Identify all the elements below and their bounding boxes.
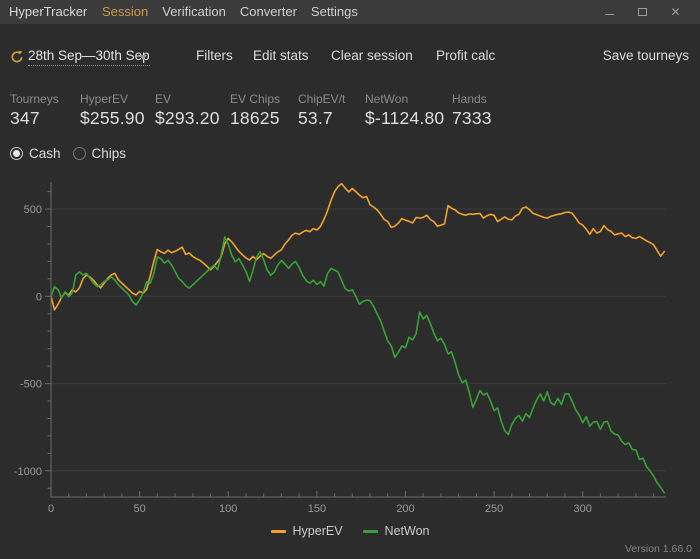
netwon-swatch-icon xyxy=(362,529,378,533)
legend-label: NetWon xyxy=(384,524,430,538)
main-menu: Session Verification Converter Settings xyxy=(102,0,358,24)
stat-hands: Hands 7333 xyxy=(452,92,492,129)
stat-value: 18625 xyxy=(230,108,280,128)
stat-ev-chips: EV Chips 18625 xyxy=(230,92,280,129)
radio-unselected-icon xyxy=(72,147,86,160)
stat-label: EV xyxy=(155,92,172,106)
y-tick-label: 0 xyxy=(36,291,42,303)
radio-chips-label: Chips xyxy=(91,146,127,161)
refresh-button[interactable] xyxy=(10,50,24,64)
x-tick-label: 0 xyxy=(48,503,54,515)
x-tick-label: 250 xyxy=(485,503,503,515)
radio-selected-icon xyxy=(10,147,23,160)
radio-cash-label: Cash xyxy=(29,146,61,161)
date-range-selector[interactable]: 28th Sep—30th Sep xyxy=(28,48,150,66)
x-tick-label: 50 xyxy=(133,503,145,515)
save-tourneys-button[interactable]: Save tourneys xyxy=(602,48,689,63)
legend-item-hyperev: HyperEV xyxy=(270,524,343,538)
stats-bar: Tourneys 347 HyperEV $255.90 EV $293.20 … xyxy=(0,92,700,132)
stat-value: 53.7 xyxy=(298,108,333,128)
tab-session[interactable]: Session xyxy=(102,4,149,19)
stat-value: 7333 xyxy=(452,108,492,128)
chart-legend: HyperEV NetWon xyxy=(0,524,700,538)
profit-calc-button[interactable]: Profit calc xyxy=(436,48,496,63)
stat-label: Hands xyxy=(452,92,487,106)
radio-cash[interactable]: Cash xyxy=(10,146,61,161)
tab-settings[interactable]: Settings xyxy=(310,4,358,19)
stat-label: NetWon xyxy=(365,92,409,106)
x-tick-label: 100 xyxy=(219,503,237,515)
close-button[interactable]: ✕ xyxy=(659,0,692,24)
stat-value: $255.90 xyxy=(80,108,145,128)
titlebar: HyperTracker Session Verification Conver… xyxy=(0,0,700,24)
view-toggle: Cash Chips xyxy=(10,146,126,161)
stat-hyperev: HyperEV $255.90 xyxy=(80,92,145,129)
legend-label: HyperEV xyxy=(292,524,343,538)
radio-dot xyxy=(13,150,20,157)
hyperev-swatch-icon xyxy=(270,529,286,533)
maximize-button[interactable] xyxy=(626,0,659,24)
stat-label: HyperEV xyxy=(80,92,129,106)
series-line-netwon xyxy=(50,236,666,494)
legend-item-netwon: NetWon xyxy=(362,524,430,538)
y-tick-label: 500 xyxy=(24,204,42,216)
edit-stats-button[interactable]: Edit stats xyxy=(253,48,309,63)
series-line-hyperev xyxy=(50,182,666,311)
version-label: Version 1.66.0 xyxy=(624,543,692,555)
minimize-button[interactable] xyxy=(593,0,626,24)
x-tick-label: 150 xyxy=(308,503,326,515)
app-title: HyperTracker xyxy=(9,4,88,19)
window-controls: ✕ xyxy=(593,0,692,24)
stat-label: Tourneys xyxy=(10,92,59,106)
refresh-icon xyxy=(11,50,23,63)
stat-chipev-per-t: ChipEV/t 53.7 xyxy=(298,92,345,129)
maximize-icon xyxy=(638,8,647,16)
stat-tourneys: Tourneys 347 xyxy=(10,92,59,129)
y-tick-label: -500 xyxy=(20,379,42,391)
stat-value: $293.20 xyxy=(155,108,220,128)
stat-label: ChipEV/t xyxy=(298,92,346,106)
stat-value: 347 xyxy=(10,108,40,128)
toolbar: 28th Sep—30th Sep Filters Edit stats Cle… xyxy=(0,46,700,70)
clear-session-button[interactable]: Clear session xyxy=(331,48,413,63)
y-tick-label: -1000 xyxy=(14,466,42,478)
stat-label: EV Chips xyxy=(230,92,281,106)
x-tick-label: 300 xyxy=(574,503,592,515)
tab-verification[interactable]: Verification xyxy=(162,4,226,19)
x-tick-label: 200 xyxy=(396,503,414,515)
stat-value: $-1124.80 xyxy=(365,108,445,128)
stat-ev: EV $293.20 xyxy=(155,92,220,129)
minimize-icon xyxy=(605,14,614,15)
chevron-down-icon[interactable] xyxy=(139,55,147,60)
filters-button[interactable]: Filters xyxy=(196,48,233,63)
stat-netwon: NetWon $-1124.80 xyxy=(365,92,444,129)
close-icon: ✕ xyxy=(670,5,681,19)
radio-chips[interactable]: Chips xyxy=(72,146,127,161)
tab-converter[interactable]: Converter xyxy=(239,4,297,19)
